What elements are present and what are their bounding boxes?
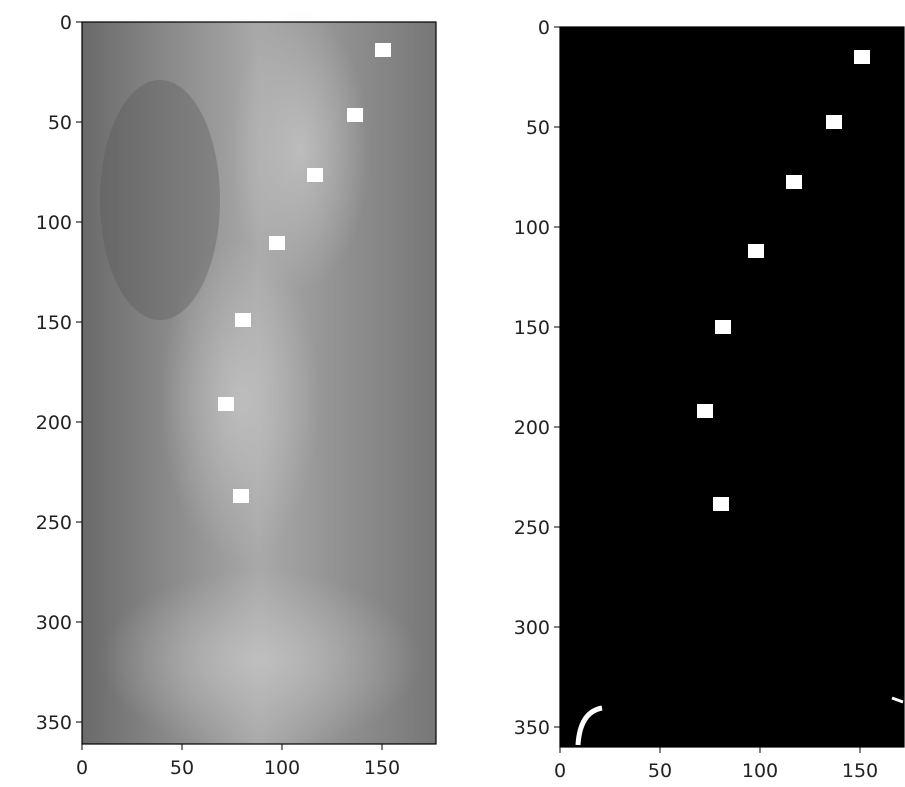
marker [375, 43, 391, 57]
y-tick-label: 200 [36, 412, 72, 434]
axes-frame [559, 26, 905, 748]
xray-image [82, 10, 436, 750]
axes-frame [81, 21, 437, 745]
marker [854, 50, 870, 64]
marker [715, 320, 731, 334]
marker [713, 497, 729, 511]
y-tick-label: 300 [514, 617, 550, 639]
y-tick-label: 300 [36, 612, 72, 634]
y-tick-label: 150 [514, 317, 550, 339]
y-tick-label: 0 [60, 12, 72, 34]
y-tick-label: 50 [48, 112, 72, 134]
y-tick-label: 150 [36, 312, 72, 334]
marker [748, 244, 764, 258]
y-tick-label: 350 [514, 717, 550, 739]
x-tick-label: 100 [264, 757, 300, 779]
x-tick-label: 150 [842, 760, 878, 782]
marker [235, 313, 251, 327]
mask-image [560, 27, 904, 747]
marker [233, 489, 249, 503]
y-tick-label: 50 [526, 117, 550, 139]
x-tick-label: 50 [648, 760, 672, 782]
x-tick-label: 0 [76, 757, 88, 779]
x-tick-label: 0 [554, 760, 566, 782]
y-tick-label: 0 [538, 17, 550, 39]
marker [697, 404, 713, 418]
x-tick-label: 150 [364, 757, 400, 779]
y-tick-label: 100 [36, 212, 72, 234]
marker [347, 108, 363, 122]
marker [269, 236, 285, 250]
y-tick-label: 250 [514, 517, 550, 539]
marker [307, 168, 323, 182]
y-tick-label: 100 [514, 217, 550, 239]
marker [786, 175, 802, 189]
marker [218, 397, 234, 411]
x-tick-label: 50 [170, 757, 194, 779]
y-tick-label: 350 [36, 712, 72, 734]
y-tick-label: 200 [514, 417, 550, 439]
marker [826, 115, 842, 129]
y-tick-label: 250 [36, 512, 72, 534]
x-tick-label: 100 [742, 760, 778, 782]
